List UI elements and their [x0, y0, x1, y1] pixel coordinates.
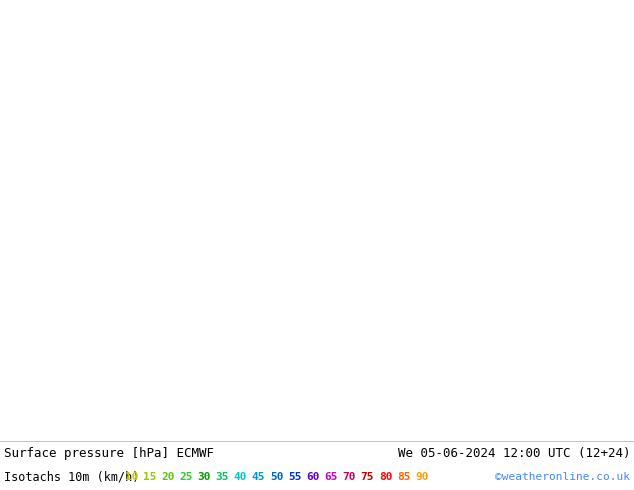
Text: 25: 25 — [179, 472, 193, 482]
Text: 55: 55 — [288, 472, 302, 482]
Text: 85: 85 — [397, 472, 410, 482]
Text: We 05-06-2024 12:00 UTC (12+24): We 05-06-2024 12:00 UTC (12+24) — [398, 446, 630, 460]
Text: 70: 70 — [342, 472, 356, 482]
Text: 60: 60 — [306, 472, 320, 482]
Text: Isotachs 10m (km/h): Isotachs 10m (km/h) — [4, 470, 139, 484]
Text: 75: 75 — [361, 472, 374, 482]
Text: 65: 65 — [325, 472, 338, 482]
Text: 35: 35 — [216, 472, 229, 482]
Text: 45: 45 — [252, 472, 266, 482]
Text: 40: 40 — [234, 472, 247, 482]
Text: Surface pressure [hPa] ECMWF: Surface pressure [hPa] ECMWF — [4, 446, 214, 460]
Text: 20: 20 — [161, 472, 174, 482]
Text: ©weatheronline.co.uk: ©weatheronline.co.uk — [495, 472, 630, 482]
Text: 90: 90 — [415, 472, 429, 482]
Text: 10: 10 — [125, 472, 138, 482]
Text: 80: 80 — [379, 472, 392, 482]
Text: 30: 30 — [197, 472, 211, 482]
Text: 50: 50 — [270, 472, 283, 482]
Text: 15: 15 — [143, 472, 157, 482]
